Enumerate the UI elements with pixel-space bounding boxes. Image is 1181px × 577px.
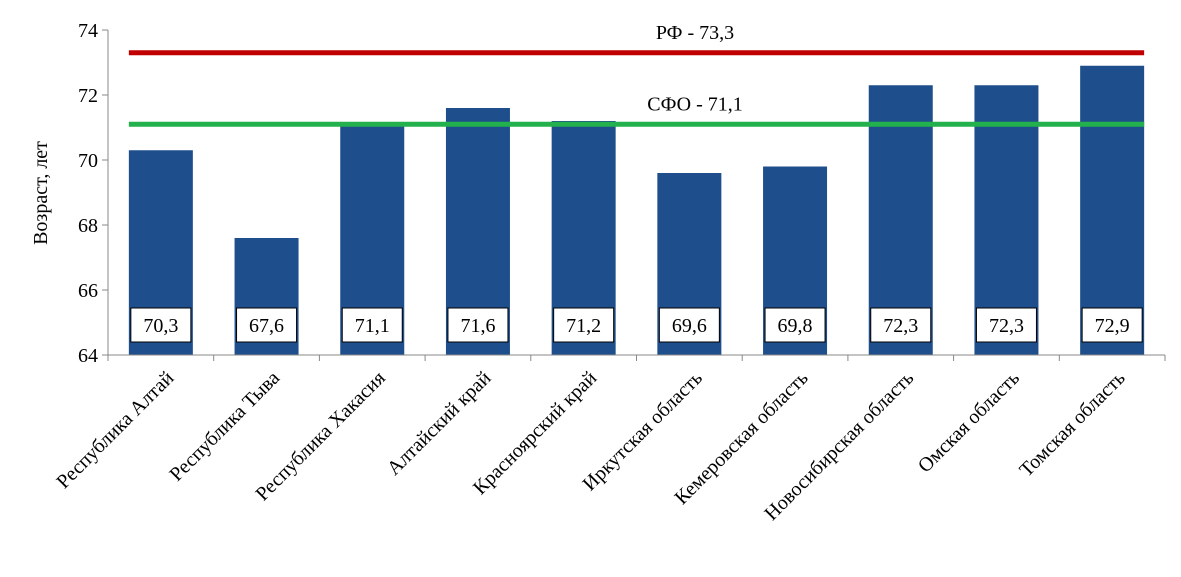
reference-line-label: СФО - 71,1: [647, 93, 743, 115]
y-axis-title: Возраст, лет: [30, 141, 52, 245]
data-label-box: [1081, 307, 1143, 343]
data-label-box: [130, 307, 192, 343]
data-label: 72,9: [1095, 315, 1130, 337]
data-label-box: [341, 307, 403, 343]
data-label-box: [870, 307, 932, 343]
data-label-box: [553, 307, 615, 343]
x-tick-label: Омская область: [914, 367, 1024, 477]
y-tick-label: 68: [78, 215, 98, 237]
reference-lines-group: РФ - 73,3 СФО - 71,1: [128, 22, 1145, 127]
data-label-box: [447, 307, 509, 343]
data-label: 69,8: [778, 315, 813, 337]
y-tick-label: 64: [78, 345, 98, 367]
x-tick-label: Республика Алтай: [52, 367, 178, 493]
data-label: 71,6: [460, 315, 495, 337]
y-tick-label: 72: [78, 85, 98, 107]
data-label: 69,6: [672, 315, 707, 337]
y-tick-label: 66: [78, 280, 98, 302]
data-label: 71,1: [355, 315, 390, 337]
x-tick-label: Алтайский край: [383, 367, 496, 480]
x-tick-label: Томская область: [1015, 367, 1129, 481]
data-label-box: [764, 307, 826, 343]
data-label: 70,3: [143, 315, 178, 337]
data-label-box: [658, 307, 720, 343]
reference-line-label: РФ - 73,3: [656, 22, 734, 44]
data-labels-group: 70,3 67,6 71,1 71,6 71,2 69,6 69,8 72,3 72,3 72,9: [130, 307, 1143, 343]
data-label-box: [975, 307, 1037, 343]
data-label: 72,3: [989, 315, 1024, 337]
x-tick-label: Республика Тыва: [165, 367, 284, 486]
y-tick-label: 70: [78, 150, 98, 172]
data-label: 72,3: [883, 315, 918, 337]
data-label: 67,6: [249, 315, 284, 337]
data-label-box: [236, 307, 298, 343]
bar: [1080, 65, 1145, 355]
y-tick-label: 74: [78, 20, 98, 42]
data-label: 71,2: [566, 315, 601, 337]
